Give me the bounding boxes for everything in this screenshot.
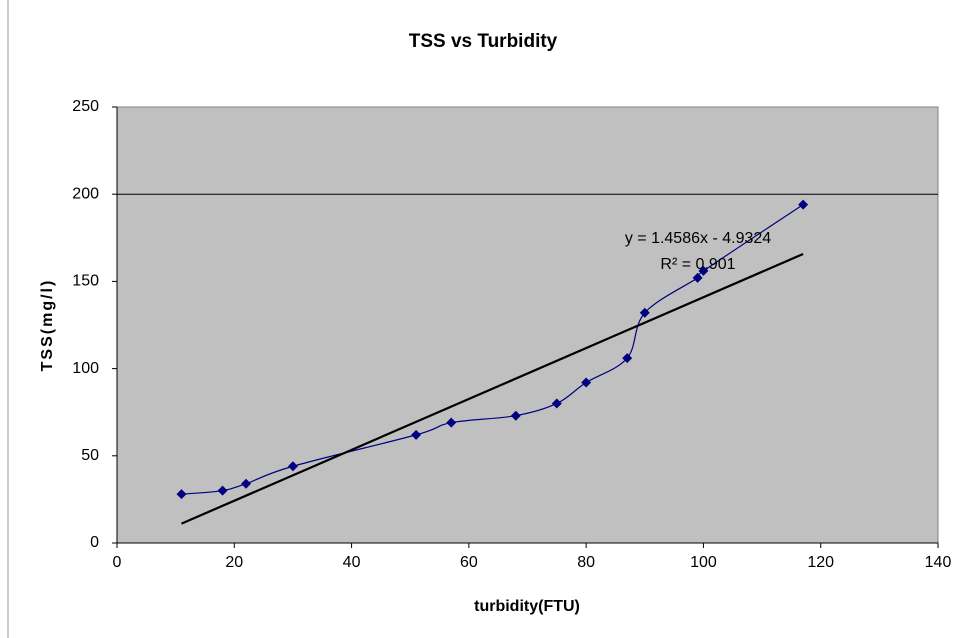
data-point (551, 398, 562, 409)
x-tick-label: 140 (925, 554, 952, 571)
x-tick-label: 80 (577, 554, 595, 571)
data-point (287, 461, 298, 472)
data-point (581, 377, 592, 388)
trendline-r2: R² = 0.901 (660, 256, 735, 273)
y-tick-label: 150 (72, 273, 99, 290)
trendline-equation: y = 1.4586x - 4.9324 (625, 230, 771, 247)
data-point (698, 265, 709, 276)
data-point (241, 478, 252, 489)
data-point (510, 410, 521, 421)
x-tick-label: 20 (225, 554, 243, 571)
x-tick-label: 60 (460, 554, 478, 571)
data-point (692, 272, 703, 283)
x-tick-label: 40 (343, 554, 361, 571)
x-tick-label: 100 (690, 554, 717, 571)
data-point (176, 489, 187, 500)
chart-title: TSS vs Turbidity (409, 31, 558, 52)
plot-area (116, 106, 939, 544)
x-tick-label: 0 (113, 554, 122, 571)
y-tick-label: 250 (72, 98, 99, 115)
data-point (446, 417, 457, 428)
x-tick-label: 120 (807, 554, 834, 571)
y-axis-title: TSS(mg/l) (39, 279, 56, 372)
y-tick-label: 0 (90, 534, 99, 551)
trendline (181, 252, 804, 525)
data-point (639, 307, 650, 318)
y-tick-label: 200 (72, 185, 99, 202)
x-axis-title: turbidity(FTU) (474, 598, 580, 615)
y-tick-label: 100 (72, 360, 99, 377)
data-point (217, 485, 228, 496)
data-point (411, 429, 422, 440)
y-tick-label: 50 (81, 447, 99, 464)
data-point (622, 353, 633, 364)
data-point (798, 199, 809, 210)
